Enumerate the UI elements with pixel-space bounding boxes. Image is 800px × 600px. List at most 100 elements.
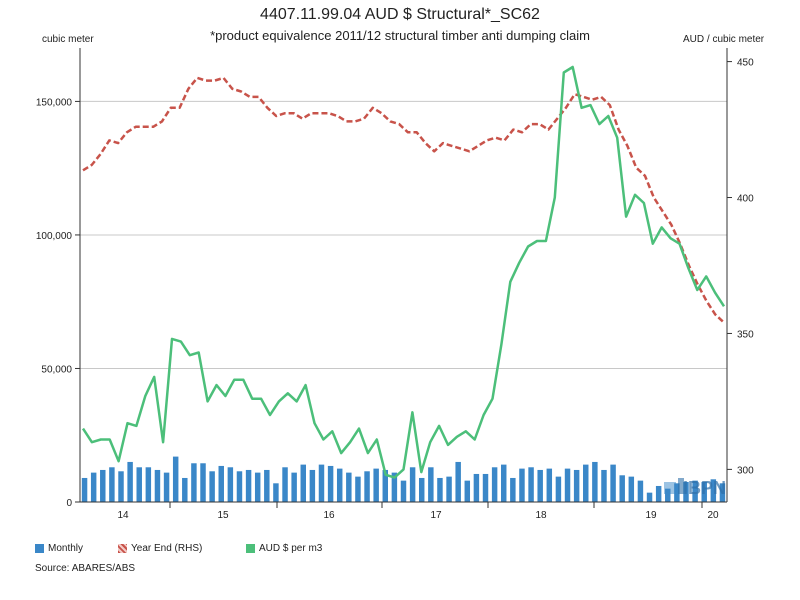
bar-monthly (482, 473, 489, 502)
x-tick-label: 15 (217, 510, 229, 521)
bar-monthly (655, 485, 662, 502)
legend-swatch-monthly (35, 544, 44, 553)
x-tick-label: 19 (645, 510, 657, 521)
bar-monthly (336, 468, 343, 502)
bar-monthly (200, 463, 206, 502)
x-tick-label: 14 (117, 510, 129, 521)
bar-monthly (446, 476, 452, 502)
bar-series-monthly (81, 456, 726, 502)
bar-monthly (573, 469, 580, 502)
bar-monthly (637, 480, 644, 502)
bar-monthly (300, 464, 306, 502)
bar-monthly (90, 472, 97, 502)
bar-monthly (391, 472, 398, 502)
bar-monthly (646, 492, 653, 502)
bar-monthly (373, 468, 379, 502)
bar-monthly (218, 465, 224, 502)
bar-monthly (564, 468, 571, 502)
bar-monthly (318, 464, 325, 502)
x-tick-label: 16 (323, 510, 335, 521)
y-left-tick-label: 0 (66, 498, 72, 509)
bar-monthly (100, 469, 106, 502)
bar-monthly (592, 461, 598, 502)
chart-subtitle: *product equivalence 2011/12 structural … (210, 28, 590, 43)
y-right-tick-label: 350 (737, 329, 754, 340)
bar-monthly (346, 472, 352, 502)
legend-swatch-aud-per-m3 (246, 544, 255, 553)
gridlines (80, 100, 727, 369)
bar-monthly (501, 464, 507, 502)
legend-item-year-end[interactable]: Year End (RHS) (118, 543, 246, 554)
bar-monthly (327, 465, 334, 502)
bar-monthly (719, 483, 726, 502)
bar-monthly (309, 469, 316, 502)
bar-monthly (109, 467, 115, 502)
bar-monthly (692, 480, 698, 502)
y-axis-left-label: cubic meter (42, 34, 94, 45)
bar-monthly (282, 467, 288, 502)
bar-monthly (273, 483, 279, 502)
bar-monthly (546, 468, 553, 502)
legend-swatch-year-end (118, 544, 127, 553)
bar-monthly (409, 467, 416, 502)
bar-monthly (519, 468, 525, 502)
bar-monthly (619, 475, 625, 502)
line-series-aud-per-m3 (81, 65, 726, 479)
svg-text:IBPN: IBPN (683, 478, 726, 498)
chart-title: 4407.11.99.04 AUD $ Structural*_SC62 (260, 6, 540, 23)
bar-monthly (145, 467, 152, 502)
legend-label-aud-per-m3: AUD $ per m3 (259, 543, 323, 554)
y-right-tick-label: 300 (737, 465, 754, 476)
bar-monthly (601, 469, 607, 502)
bar-monthly (382, 469, 389, 502)
bar-monthly (491, 467, 498, 502)
bar-monthly (254, 472, 261, 502)
bar-monthly (701, 481, 707, 502)
ibpn-logo: IBPN (664, 478, 726, 498)
y-axis-right-label: AUD / cubic meter (683, 34, 765, 45)
bar-monthly (683, 481, 689, 502)
bar-monthly (209, 471, 215, 502)
bar-monthly (710, 479, 717, 502)
line-series (81, 65, 726, 479)
bar-monthly (364, 471, 370, 502)
legend-item-aud-per-m3[interactable]: AUD $ per m3 (246, 543, 322, 554)
bar-monthly (583, 464, 589, 502)
bar-monthly (191, 463, 197, 502)
x-tick-label: 17 (430, 510, 442, 521)
bar-monthly (628, 476, 635, 502)
bar-monthly (400, 480, 407, 502)
bar-monthly (555, 476, 562, 502)
bar-monthly (264, 469, 270, 502)
bar-monthly (437, 477, 443, 502)
bar-monthly (355, 476, 361, 502)
bar-monthly (81, 477, 88, 502)
y-left-tick-label: 150,000 (36, 97, 73, 108)
bar-monthly (537, 469, 543, 502)
bar-monthly (674, 483, 680, 502)
bar-monthly (136, 467, 142, 502)
bar-monthly (163, 472, 170, 502)
legend: Monthly Year End (RHS) AUD $ per m3 (35, 543, 342, 554)
bar-monthly (528, 467, 534, 502)
bar-monthly (291, 472, 297, 502)
legend-item-monthly[interactable]: Monthly (35, 543, 118, 554)
y-left-tick-label: 50,000 (41, 364, 72, 375)
axes: 0 50,000 100,000 150,000 300 350 400 450 14 15 16 1… (36, 48, 754, 521)
bar-monthly (455, 461, 461, 502)
bar-monthly (665, 488, 671, 502)
bar-monthly (227, 467, 234, 502)
bar-monthly (154, 469, 161, 502)
bar-monthly (464, 480, 471, 502)
legend-label-monthly: Monthly (48, 543, 84, 554)
bar-monthly (172, 456, 179, 502)
y-right-tick-label: 400 (737, 194, 754, 205)
bar-monthly (245, 469, 252, 502)
bar-monthly (236, 471, 243, 502)
y-left-tick-label: 100,000 (36, 231, 73, 242)
x-tick-label: 20 (707, 510, 719, 521)
y-right-tick-label: 450 (737, 58, 754, 69)
x-tick-label: 18 (535, 510, 547, 521)
bar-monthly (428, 467, 434, 502)
